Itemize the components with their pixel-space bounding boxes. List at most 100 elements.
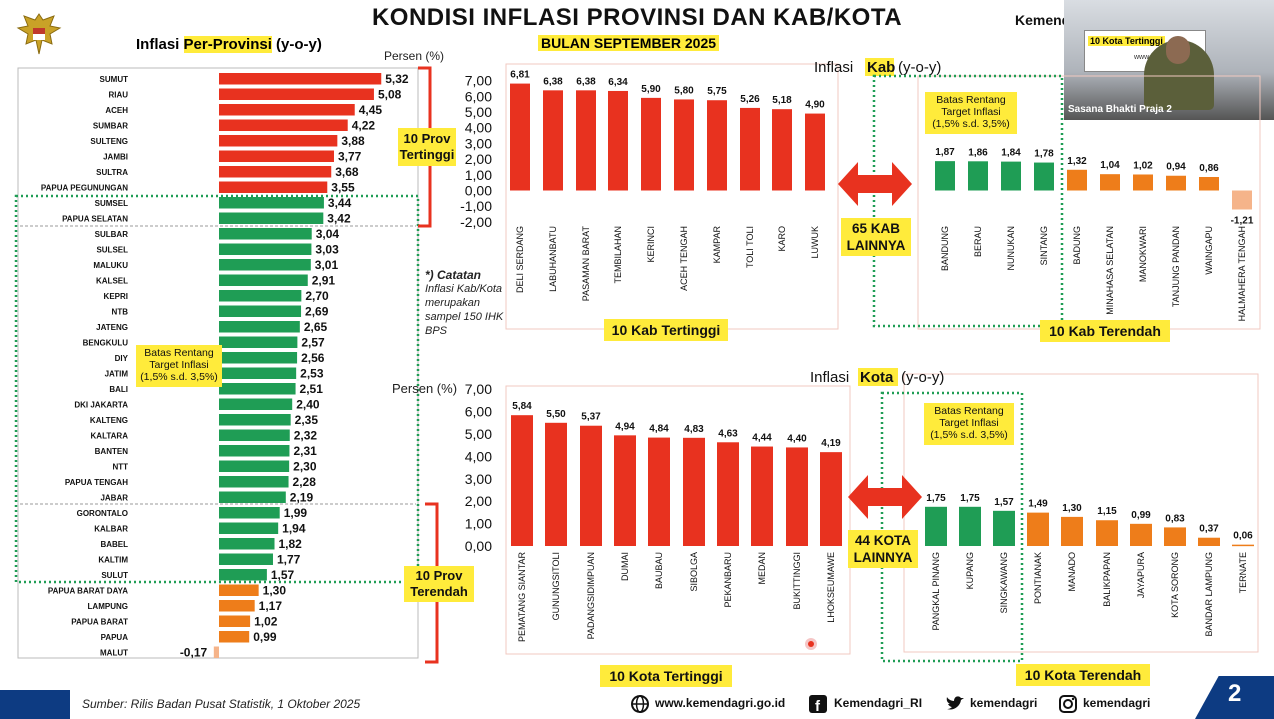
province-value-label: 3,55 bbox=[331, 181, 355, 195]
kab-top-category-label: KERINCI bbox=[646, 226, 656, 263]
kab-ytick-label: 4,00 bbox=[465, 120, 492, 136]
kab-top-category-label: TEMBILAHAN bbox=[613, 226, 623, 284]
twitter-link[interactable]: kemendagri bbox=[970, 696, 1038, 710]
kota-bottom-value-label: 0,37 bbox=[1199, 524, 1219, 535]
province-bar bbox=[219, 88, 374, 100]
kab-top-value-label: 6,38 bbox=[543, 76, 563, 87]
kota-top-category-label: GUNUNGSITOLI bbox=[551, 552, 561, 620]
kab-bottom-bar bbox=[968, 161, 988, 191]
kota-top-value-label: 5,50 bbox=[546, 409, 566, 420]
province-bar bbox=[219, 600, 255, 612]
province-value-label: 2,30 bbox=[293, 460, 317, 474]
kota-bottom-bar bbox=[1198, 537, 1220, 546]
kab-bottom-bar bbox=[1199, 176, 1219, 191]
kab-top-category-label: LUWUK bbox=[810, 226, 820, 259]
province-value-label: 1,77 bbox=[277, 553, 301, 567]
kota-ytick-label: 4,00 bbox=[465, 448, 492, 464]
kab-top-bar bbox=[805, 113, 825, 191]
kab-target-label-bg bbox=[925, 92, 1017, 134]
kab-top-value-label: 5,26 bbox=[740, 94, 760, 105]
province-bar bbox=[219, 569, 267, 581]
province-bar bbox=[213, 646, 219, 658]
instagram-icon bbox=[1059, 695, 1077, 713]
facebook-link[interactable]: Kemendagri_RI bbox=[834, 696, 923, 710]
brand-text: Kemend bbox=[1015, 12, 1071, 28]
svg-text:f: f bbox=[815, 698, 821, 714]
province-category-label: DIY bbox=[115, 354, 129, 363]
province-top-label-bg bbox=[398, 128, 456, 166]
province-value-label: 1,30 bbox=[263, 584, 287, 598]
kab-bottom-bar bbox=[1100, 174, 1120, 191]
source-text: Sumber: Rilis Badan Pusat Statistik, 1 O… bbox=[82, 697, 361, 711]
province-value-label: 2,31 bbox=[293, 444, 317, 458]
province-category-label: KALTENG bbox=[90, 416, 128, 425]
kota-bottom-label-bg bbox=[1016, 664, 1150, 686]
province-value-label: 3,04 bbox=[316, 227, 340, 241]
kota-ytick-label: 3,00 bbox=[465, 471, 492, 487]
province-target-label: Batas Rentang Target Inflasi (1,5% s.d. 3,… bbox=[140, 347, 218, 383]
province-category-label: ACEH bbox=[105, 106, 128, 115]
kota-bottom-value-label: 1,15 bbox=[1097, 506, 1117, 517]
province-value-label: -0,17 bbox=[180, 646, 208, 660]
pointer-dot bbox=[808, 641, 814, 647]
province-bottom-label-bg bbox=[404, 566, 474, 602]
province-category-label: JAMBI bbox=[103, 153, 128, 162]
kab-top-bar bbox=[641, 97, 661, 191]
note-body: Inflasi Kab/Kota merupakan sampel 150 IH… bbox=[425, 283, 504, 337]
province-bar bbox=[219, 150, 334, 162]
province-bar bbox=[219, 135, 338, 147]
website-link[interactable]: www.kemendagri.go.id bbox=[655, 696, 786, 710]
kota-ytick-label: 6,00 bbox=[465, 404, 492, 420]
kab-top-bar bbox=[608, 90, 628, 191]
province-bar bbox=[219, 631, 250, 643]
kota-top-category-label: PADANGSIDIMPUAN bbox=[586, 552, 596, 639]
kota-bottom-category-label: TERNATE bbox=[1238, 552, 1248, 593]
kota-top-category-label: MEDAN bbox=[757, 552, 767, 585]
province-value-label: 3,01 bbox=[315, 258, 339, 272]
province-value-label: 2,28 bbox=[293, 475, 317, 489]
kota-bottom-value-label: 1,57 bbox=[994, 497, 1014, 508]
month-label: BULAN SEPTEMBER 2025 bbox=[538, 35, 720, 51]
province-category-label: JATENG bbox=[96, 323, 128, 332]
instagram-link[interactable]: kemendagri bbox=[1083, 696, 1151, 710]
kota-bottom-category-label: BANDAR LAMPUNG bbox=[1204, 552, 1214, 637]
province-bar bbox=[219, 228, 312, 240]
video-overlay[interactable]: 10 Kota Tertinggi www.kemendagri.go.id S… bbox=[1064, 0, 1274, 120]
kab-top-bar bbox=[543, 90, 563, 191]
kota-top-label-bg bbox=[600, 665, 732, 687]
kota-top-value-label: 4,44 bbox=[752, 433, 772, 444]
kota-top-frame bbox=[505, 385, 851, 655]
province-bar bbox=[219, 398, 293, 410]
province-value-label: 1,02 bbox=[254, 615, 278, 629]
province-category-label: PAPUA BARAT DAYA bbox=[48, 587, 128, 596]
province-value-label: 3,88 bbox=[341, 134, 365, 148]
province-bar bbox=[219, 538, 275, 550]
province-bar bbox=[219, 476, 289, 488]
province-value-label: 3,44 bbox=[328, 196, 352, 210]
kota-bottom-value-label: 0,99 bbox=[1131, 510, 1151, 521]
province-bar bbox=[219, 119, 348, 131]
province-category-label: SULSEL bbox=[96, 246, 128, 255]
kab-bottom-bar bbox=[1232, 190, 1252, 210]
province-target-label-bg bbox=[136, 345, 222, 387]
garuda-logo bbox=[16, 13, 62, 55]
province-category-label: SULTENG bbox=[90, 137, 128, 146]
province-value-label: 2,32 bbox=[294, 429, 318, 443]
kab-target-band bbox=[872, 74, 1064, 328]
province-category-label: BABEL bbox=[100, 540, 128, 549]
kota-bottom-bar bbox=[993, 510, 1015, 546]
province-value-label: 1,94 bbox=[282, 522, 306, 536]
province-bar bbox=[219, 553, 273, 565]
kab-ytick-label: 0,00 bbox=[465, 183, 492, 199]
province-category-label: MALUT bbox=[100, 649, 128, 658]
province-bar bbox=[219, 259, 311, 271]
kota-top-bar bbox=[786, 447, 808, 546]
province-top-label: 10 Prov Tertinggi bbox=[400, 131, 455, 162]
kota-bottom-bar bbox=[1027, 512, 1049, 546]
kab-ytick-label: 2,00 bbox=[465, 151, 492, 167]
kab-bottom-category-label: WAINGAPU bbox=[1204, 226, 1214, 275]
province-category-label: PAPUA bbox=[101, 633, 129, 642]
kota-other-label-bg bbox=[848, 530, 918, 568]
province-category-label: KALSEL bbox=[96, 277, 128, 286]
kab-top-category-label: KARO bbox=[777, 226, 787, 252]
